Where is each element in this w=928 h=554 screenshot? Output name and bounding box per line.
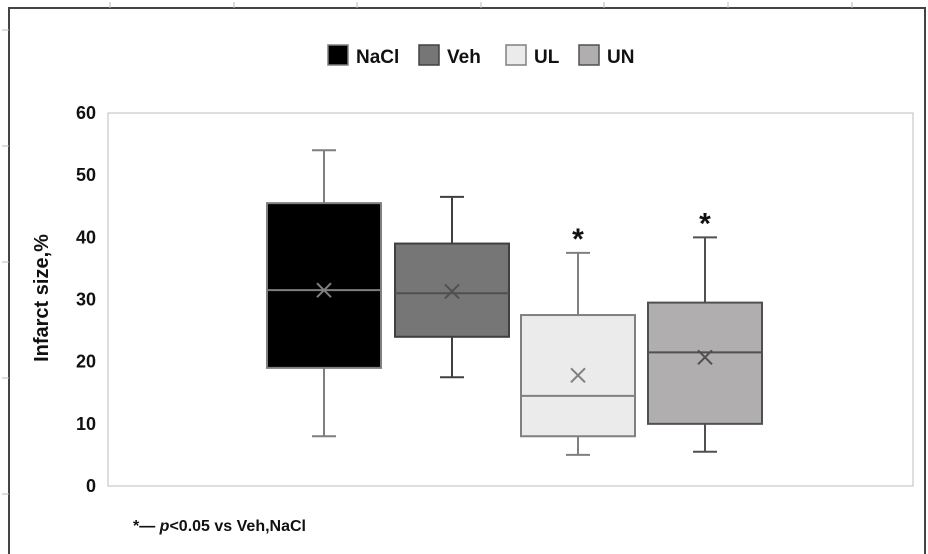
box-iqr: [647, 301, 763, 425]
legend: NaCl Veh UL UN: [327, 44, 634, 68]
y-tick-label: 30: [76, 290, 96, 310]
mean-marker: [444, 283, 460, 300]
y-tick-label: 0: [86, 476, 96, 496]
legend-swatch-veh: [418, 44, 440, 66]
box-iqr: [266, 202, 382, 369]
y-tick-label: 40: [76, 227, 96, 247]
y-axis: 0 10 20 30 40 50 60: [76, 103, 96, 496]
mean-marker: [316, 282, 332, 298]
legend-swatch-un: [578, 44, 600, 66]
y-tick-label: 20: [76, 352, 96, 372]
y-tick-label: 10: [76, 414, 96, 434]
box-un: *: [647, 207, 763, 453]
boxes: * *: [266, 149, 763, 456]
significance-marker: *: [699, 207, 711, 240]
box-ul: *: [520, 223, 636, 456]
legend-label-nacl: NaCl: [356, 47, 399, 68]
y-tick-label: 50: [76, 165, 96, 185]
footnote: *— p<0.05 vs Veh,NaCl: [133, 518, 306, 536]
box-veh: [394, 195, 510, 379]
legend-swatch-nacl: [327, 44, 349, 66]
footnote-text: <0.05 vs Veh,NaCl: [169, 518, 306, 535]
footnote-marker: *—: [133, 518, 160, 535]
y-axis-label: Infarct size,%: [31, 234, 53, 362]
y-tick-label: 60: [76, 103, 96, 123]
box-nacl: [266, 149, 382, 438]
footnote-p-symbol: p: [159, 518, 170, 535]
mean-marker: [697, 349, 713, 366]
legend-swatch-ul: [505, 44, 527, 66]
legend-label-veh: Veh: [447, 47, 481, 68]
legend-label-un: UN: [607, 47, 634, 68]
mean-marker: [570, 367, 586, 384]
legend-label-ul: UL: [534, 47, 560, 68]
plot-area: [107, 112, 914, 487]
significance-marker: *: [572, 223, 584, 256]
